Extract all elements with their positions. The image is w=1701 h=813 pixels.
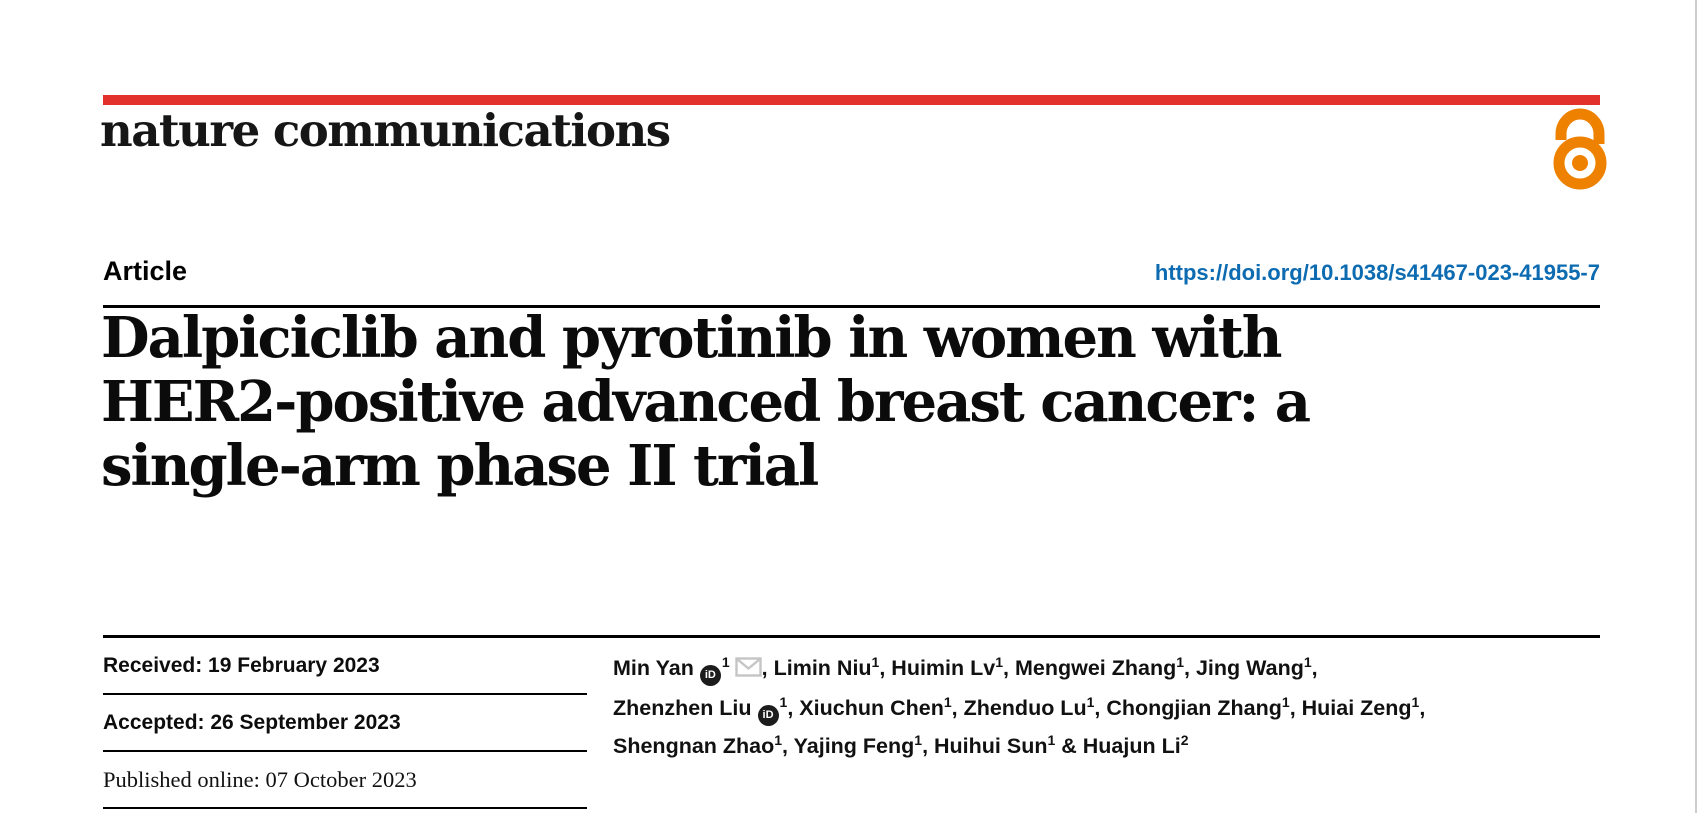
author-affiliation-sup: 1 — [1303, 654, 1312, 670]
author-name: Mengwei Zhang — [1014, 656, 1177, 680]
article-header-row: Article https://doi.org/10.1038/s41467-0… — [103, 256, 1600, 287]
author-separator: , — [1184, 656, 1196, 680]
open-access-icon — [1553, 108, 1607, 190]
paper-title-line-2: HER2-positive advanced breast cancer: a — [101, 369, 1311, 435]
author-affiliation-sup: 1 — [779, 694, 788, 710]
author-separator: , — [761, 656, 774, 680]
author-name: Shengnan Zhao — [613, 734, 775, 758]
author-affiliation-sup: 1 — [1411, 694, 1420, 710]
author-affiliation-sup: 1 — [871, 654, 880, 670]
author-affiliation-sup: 1 — [721, 654, 730, 670]
author-affiliation-sup: 1 — [774, 732, 783, 748]
received-date: Received: 19 February 2023 — [103, 638, 587, 695]
author-separator: , — [782, 734, 794, 758]
author-separator: , — [879, 656, 892, 680]
author-list: Min Yan iD1, Limin Niu1, Huimin Lv1, Meng… — [587, 638, 1600, 809]
author-affiliation-sup: 1 — [914, 732, 923, 748]
author-affiliation-sup: 1 — [1047, 732, 1056, 748]
title-divider — [103, 305, 1600, 308]
author-affiliation-sup: 1 — [943, 694, 952, 710]
author-name: Xiuchun Chen — [799, 696, 944, 720]
paper-content: nature communications Article https://do… — [100, 0, 1607, 813]
orcid-icon[interactable]: iD — [757, 704, 779, 726]
doi-link[interactable]: https://doi.org/10.1038/s41467-023-41955… — [1154, 260, 1600, 285]
accepted-date: Accepted: 26 September 2023 — [103, 695, 587, 752]
author-name: Zhenzhen Liu — [613, 696, 752, 720]
author-name: Jing Wang — [1195, 656, 1304, 680]
author-name: Yajing Feng — [793, 734, 915, 758]
author-affiliation-sup: 1 — [1086, 694, 1095, 710]
author-name: Zhenduo Lu — [963, 696, 1087, 720]
author-separator: , — [1289, 696, 1302, 720]
author-separator: , — [951, 696, 964, 720]
published-date: Published online: 07 October 2023 — [103, 752, 587, 809]
page-edge-divider — [1695, 0, 1697, 813]
author-name: Limin Niu — [773, 656, 872, 680]
paper-title-line-3: single-arm phase II trial — [101, 433, 819, 499]
paper-title: Dalpiciclib and pyrotinib in women with … — [101, 306, 1501, 498]
author-separator: & — [1055, 734, 1083, 758]
orcid-icon[interactable]: iD — [699, 664, 721, 686]
journal-brand-bar — [103, 95, 1600, 105]
author-separator: , — [1311, 656, 1318, 680]
author-name: Huihui Sun — [934, 734, 1048, 758]
author-separator: , — [922, 734, 935, 758]
author-separator: , — [1003, 656, 1015, 680]
dates-column: Received: 19 February 2023 Accepted: 26 … — [103, 638, 587, 809]
email-envelope-icon[interactable] — [734, 651, 762, 689]
author-name: Min Yan — [613, 656, 694, 680]
author-separator: , — [1419, 696, 1426, 720]
author-affiliation-sup: 1 — [995, 654, 1004, 670]
author-name: Huiai Zeng — [1301, 696, 1412, 720]
article-type-label: Article — [103, 256, 188, 286]
meta-section: Received: 19 February 2023 Accepted: 26 … — [103, 635, 1600, 809]
author-affiliation-sup: 1 — [1281, 694, 1290, 710]
author-separator: , — [787, 696, 800, 720]
author-name: Huimin Lv — [891, 656, 996, 680]
author-affiliation-sup: 1 — [1176, 654, 1185, 670]
paper-title-line-1: Dalpiciclib and pyrotinib in women with — [101, 305, 1282, 371]
author-name: Huajun Li — [1082, 734, 1181, 758]
journal-logo: nature communications — [100, 104, 671, 157]
author-separator: , — [1094, 696, 1107, 720]
author-name: Chongjian Zhang — [1106, 696, 1282, 720]
author-affiliation-sup: 2 — [1180, 732, 1189, 748]
